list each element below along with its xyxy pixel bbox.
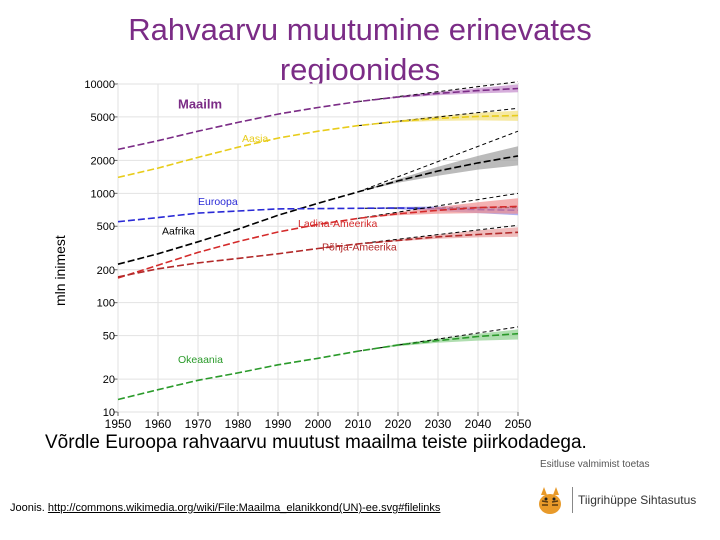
source-prefix: Joonis. xyxy=(10,502,48,514)
support-text: Esitluse valmimist toetas xyxy=(540,459,650,470)
y-tick-label: 100 xyxy=(97,298,115,310)
y-tick-label: 10000 xyxy=(84,79,115,91)
series-line-okeaania xyxy=(117,332,519,401)
x-tick-label: 1970 xyxy=(185,417,212,431)
x-tick-label: 1980 xyxy=(225,417,252,431)
series-label-aafrika: Aafrika xyxy=(162,226,195,238)
y-tick-label: 2000 xyxy=(91,155,115,167)
series-line-põhja-ameerika xyxy=(117,231,519,278)
projection-aasia xyxy=(357,107,519,127)
projection-põhja-ameerika xyxy=(357,224,519,245)
x-tick-label: 2010 xyxy=(345,417,372,431)
x-tick-label: 1990 xyxy=(265,417,292,431)
x-tick-label: 1950 xyxy=(105,417,132,431)
x-tick-label: 2000 xyxy=(305,417,332,431)
source-link[interactable]: http://commons.wikimedia.org/wiki/File:M… xyxy=(47,502,441,514)
series-line-aasia xyxy=(117,114,519,179)
x-tick-label: 2030 xyxy=(425,417,452,431)
series-label-okeaania: Okeaania xyxy=(178,354,223,366)
x-tick-label: 1960 xyxy=(145,417,172,431)
projection-ladina-ameerika xyxy=(357,192,519,219)
series-label-aasia: Aasia xyxy=(242,133,268,145)
series-label-euroopa: Euroopa xyxy=(198,196,238,208)
source-line: Joonis. http://commons.wikimedia.org/wik… xyxy=(10,502,440,514)
projection-aafrika xyxy=(357,130,519,193)
y-tick-label: 5000 xyxy=(91,112,115,124)
title-line-1: Rahvaarvu muutumine erinevates xyxy=(128,12,592,47)
series-label-ladina-ameerika: Ladina-Ameerika xyxy=(298,218,378,230)
x-tick-label: 2050 xyxy=(505,417,532,431)
series-label-põhja-ameerika: Põhja-Ameerika xyxy=(322,242,397,254)
logo-divider xyxy=(572,487,573,513)
page-title: Rahvaarvu muutumine erinevates regioonid… xyxy=(60,10,660,90)
projection-maailm xyxy=(357,81,519,103)
y-tick-label: 500 xyxy=(97,221,115,233)
y-tick-label: 1000 xyxy=(91,188,115,200)
y-tick-label: 10 xyxy=(103,407,115,419)
tiger-icon xyxy=(539,487,561,514)
y-tick-label: 200 xyxy=(97,265,115,277)
sponsor-logo: Tiigrihüppe Sihtasutus xyxy=(532,483,696,519)
caption: Võrdle Euroopa rahvaarvu muutust maailma… xyxy=(45,432,587,453)
y-axis-label: mln inimest xyxy=(52,235,68,306)
projection-okeaania xyxy=(357,326,519,352)
title-line-2: regioonides xyxy=(279,52,441,87)
x-tick-label: 2040 xyxy=(465,417,492,431)
series-line-maailm xyxy=(117,87,519,151)
series-line-ladina-ameerika xyxy=(117,205,519,279)
y-tick-label: 20 xyxy=(103,374,115,386)
series-label-maailm: Maailm xyxy=(178,96,222,111)
logo-text: Tiigrihüppe Sihtasutus xyxy=(578,493,697,507)
y-tick-label: 50 xyxy=(103,331,115,343)
band-ladina-ameerika xyxy=(358,198,518,219)
x-tick-label: 2020 xyxy=(385,417,412,431)
